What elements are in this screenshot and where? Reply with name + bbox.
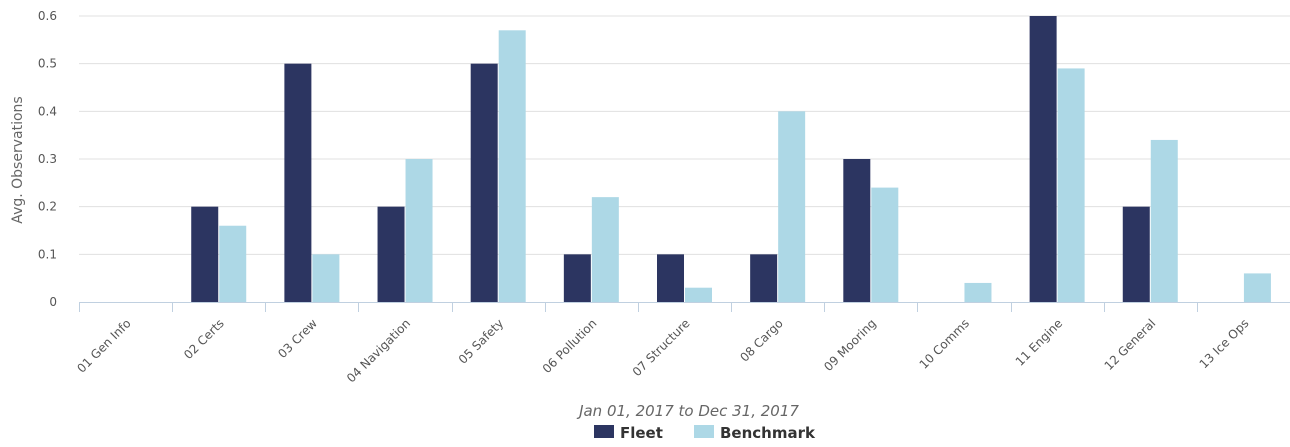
legend-swatch-benchmark[interactable] [694, 425, 714, 438]
x-tick-label: 09 Mooring [821, 316, 879, 374]
x-tick-label: 07 Structure [630, 316, 693, 379]
y-axis-title: Avg. Observations [10, 96, 26, 223]
x-tick-label: 13 Ice Ops [1197, 316, 1252, 371]
bar-fleet[interactable] [563, 254, 591, 302]
bar-benchmark[interactable] [405, 159, 433, 302]
y-tick-label: 0.6 [38, 9, 57, 23]
legend[interactable]: Fleet Benchmark [594, 424, 816, 442]
axes: 0 0.1 0.2 0.3 0.4 0.5 0.6 01 Gen Info 02 Certs 03… [38, 9, 1290, 385]
y-tick-label: 0.4 [38, 104, 57, 118]
x-tick-label: 01 Gen Info [74, 316, 133, 375]
gridlines [79, 15, 1290, 255]
x-tick-label: 05 Safety [456, 316, 507, 367]
bar-benchmark[interactable] [685, 287, 712, 302]
bar-benchmark[interactable] [591, 197, 619, 302]
bar-benchmark[interactable] [964, 282, 992, 302]
bar-benchmark[interactable] [219, 225, 247, 302]
legend-swatch-fleet[interactable] [594, 425, 614, 438]
y-tick-label: 0.5 [38, 57, 57, 71]
legend-label-benchmark[interactable]: Benchmark [720, 424, 816, 442]
x-tick-label: 12 General [1102, 316, 1159, 373]
x-tick-label: 10 Comms [917, 316, 972, 371]
x-tick-label: 08 Cargo [737, 316, 785, 364]
bar-benchmark[interactable] [871, 187, 899, 302]
bar-fleet[interactable] [1122, 206, 1150, 302]
x-tick-label: 11 Engine [1013, 316, 1065, 368]
bar-fleet[interactable] [470, 63, 498, 302]
bar-benchmark[interactable] [1150, 139, 1178, 302]
bar-benchmark[interactable] [778, 111, 806, 302]
bar-fleet[interactable] [843, 159, 871, 302]
x-tick-label: 02 Certs [181, 316, 227, 362]
x-axis-title: Jan 01, 2017 to Dec 31, 2017 [576, 402, 799, 420]
y-tick-label: 0.3 [38, 152, 57, 166]
x-tick-label: 03 Crew [275, 316, 320, 361]
bars [191, 16, 1271, 303]
bar-fleet[interactable] [191, 206, 219, 302]
y-tick-label: 0.2 [38, 200, 57, 214]
bar-fleet[interactable] [657, 254, 684, 302]
y-tick-label: 0.1 [38, 247, 57, 261]
bar-benchmark[interactable] [1243, 273, 1271, 302]
bar-fleet[interactable] [1029, 16, 1057, 302]
bar-benchmark[interactable] [312, 254, 340, 302]
bar-fleet[interactable] [377, 206, 405, 302]
y-tick-label: 0 [49, 295, 57, 309]
legend-label-fleet[interactable]: Fleet [620, 424, 663, 442]
x-tick-label: 06 Pollution [540, 316, 600, 376]
bar-benchmark[interactable] [1057, 68, 1085, 302]
x-tick-label: 04 Navigation [344, 316, 413, 385]
bar-fleet[interactable] [750, 254, 778, 302]
bar-fleet[interactable] [284, 63, 312, 302]
bar-benchmark[interactable] [498, 30, 526, 303]
